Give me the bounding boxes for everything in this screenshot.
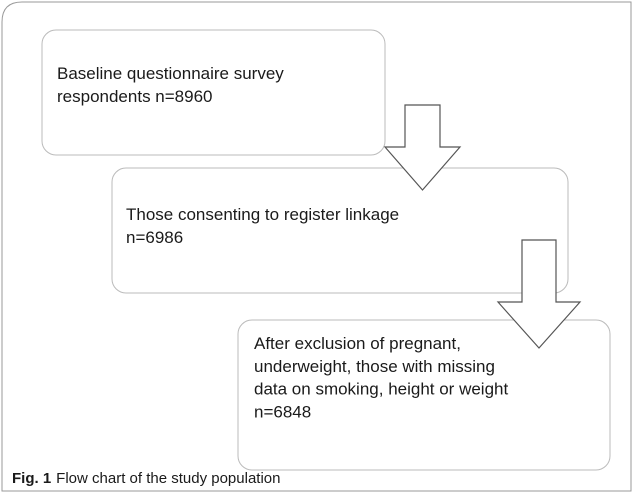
box-text: Those consenting to register linkage <box>126 205 399 224</box>
box-text: data on smoking, height or weight <box>254 380 508 399</box>
box-text: underweight, those with missing <box>254 357 495 376</box>
arrow <box>383 104 462 191</box>
caption-label: Fig. 1 <box>12 470 51 487</box>
box-text: Baseline questionnaire survey <box>57 64 284 83</box>
caption-text: Flow chart of the study population <box>56 470 280 487</box>
box-text: n=6986 <box>126 228 183 247</box>
box-text: After exclusion of pregnant, <box>254 334 461 353</box>
flow-boxes <box>41 29 611 471</box>
caption: Fig. 1 Flow chart of the study population <box>12 470 280 487</box>
arrow <box>496 239 582 349</box>
flow-box <box>111 167 569 294</box>
box-text: n=6848 <box>254 402 311 421</box>
flow-box <box>237 319 611 471</box>
box-text: respondents n=8960 <box>57 87 213 106</box>
flow-box <box>41 29 386 156</box>
